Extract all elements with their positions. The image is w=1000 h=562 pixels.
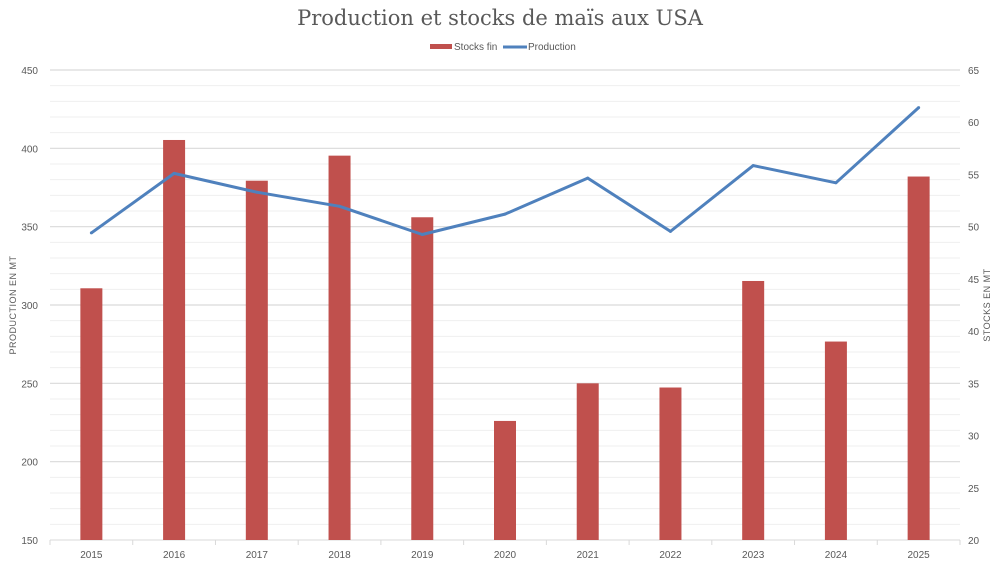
bar-stocks-2021 xyxy=(576,383,599,540)
y-right-tick-label: 60 xyxy=(968,118,980,129)
y-left-tick-label: 200 xyxy=(21,458,38,469)
y-right-tick-label: 25 xyxy=(968,484,980,495)
y-left-tick-label: 350 xyxy=(21,223,38,234)
x-tick-label: 2017 xyxy=(246,550,269,561)
y-left-tick-label: 450 xyxy=(21,66,38,77)
x-tick-label: 2020 xyxy=(494,550,517,561)
point-production-2016 xyxy=(172,171,176,175)
y-right-tick-label: 35 xyxy=(968,379,980,390)
x-tick-label: 2016 xyxy=(163,550,186,561)
x-tick-label: 2018 xyxy=(328,550,351,561)
legend: Stocks fin Production xyxy=(430,42,576,53)
bar-stocks-2025 xyxy=(907,176,930,541)
point-production-2017 xyxy=(255,190,259,194)
bar-stocks-2024 xyxy=(824,341,847,540)
legend-swatch-stocks xyxy=(430,44,452,49)
point-production-2018 xyxy=(338,204,342,208)
point-production-2019 xyxy=(420,233,424,236)
y-right-tick-label: 65 xyxy=(968,66,980,77)
x-tick-label: 2024 xyxy=(825,550,848,561)
bar-stocks-2022 xyxy=(659,387,682,540)
y-axis-left-label: PRODUCTION EN MT xyxy=(8,256,18,355)
point-production-2021 xyxy=(586,176,590,180)
x-tick-label: 2025 xyxy=(908,550,931,561)
x-tick-label: 2015 xyxy=(80,550,103,561)
x-tick-label: 2021 xyxy=(577,550,600,561)
bar-stocks-2017 xyxy=(245,180,268,540)
y-right-tick-label: 50 xyxy=(968,223,980,234)
chart-title: Production et stocks de maïs aux USA xyxy=(297,6,704,30)
y-left-tick-label: 150 xyxy=(21,536,38,547)
y-right-tick-label: 45 xyxy=(968,275,980,286)
y-left-tick-label: 400 xyxy=(21,144,38,155)
point-production-2020 xyxy=(503,212,507,216)
x-tick-label: 2022 xyxy=(659,550,682,561)
x-tick-label: 2023 xyxy=(742,550,765,561)
y-left-tick-label: 300 xyxy=(21,301,38,312)
point-production-2022 xyxy=(668,229,672,233)
y-right-tick-label: 40 xyxy=(968,327,980,338)
point-production-2015 xyxy=(89,231,93,235)
bar-stocks-2018 xyxy=(328,155,351,540)
x-tick-label: 2019 xyxy=(411,550,434,561)
bar-stocks-2023 xyxy=(742,280,765,540)
y-right-tick-label: 20 xyxy=(968,536,980,547)
y-right-tick-label: 30 xyxy=(968,432,980,443)
point-production-2024 xyxy=(834,181,838,185)
legend-label-production: Production xyxy=(528,42,576,53)
point-production-2023 xyxy=(751,164,755,168)
point-production-2025 xyxy=(917,106,921,110)
y-axis-right-label: STOCKS EN MT xyxy=(982,268,992,341)
y-right-tick-label: 55 xyxy=(968,170,980,181)
bar-stocks-2016 xyxy=(163,139,186,540)
bar-stocks-2020 xyxy=(494,420,516,540)
bar-stocks-2019 xyxy=(411,217,434,540)
legend-label-stocks: Stocks fin xyxy=(454,42,497,53)
y-left-tick-label: 250 xyxy=(21,379,38,390)
bar-stocks-2015 xyxy=(80,288,103,540)
